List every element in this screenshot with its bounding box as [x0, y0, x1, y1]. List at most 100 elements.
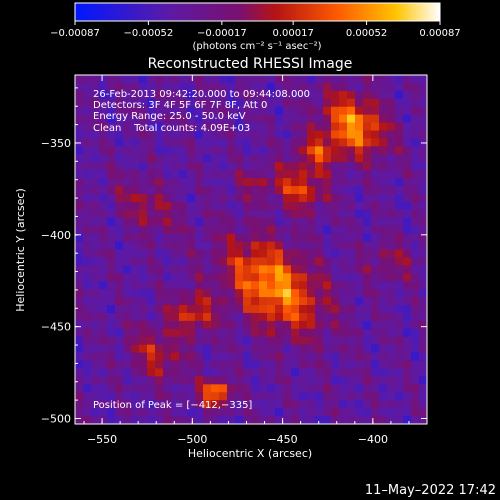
- heatmap-cell: [275, 201, 284, 211]
- heatmap-cell: [267, 170, 276, 179]
- heatmap-cell: [363, 360, 372, 369]
- heatmap-cell: [83, 154, 92, 163]
- heatmap-cell: [387, 376, 396, 385]
- heatmap-cell: [171, 233, 180, 242]
- heatmap-cell: [307, 336, 316, 346]
- heatmap-cell: [283, 170, 292, 179]
- heatmap-cell: [219, 265, 228, 274]
- heatmap-cell: [275, 336, 284, 346]
- heatmap-cell: [107, 289, 116, 298]
- heatmap-cell: [107, 170, 116, 179]
- heatmap-cell: [163, 392, 172, 401]
- heatmap-cell: [155, 201, 164, 211]
- heatmap-cell: [363, 336, 372, 346]
- heatmap-cell: [307, 201, 316, 211]
- heatmap-cell: [99, 281, 108, 290]
- heatmap-cell: [75, 376, 84, 385]
- heatmap-cell: [355, 241, 364, 250]
- heatmap-cell: [259, 416, 268, 425]
- heatmap-cell: [363, 384, 372, 393]
- heatmap-cell: [171, 106, 180, 116]
- heatmap-cell: [331, 392, 340, 401]
- heatmap-cell: [163, 138, 172, 147]
- heatmap-cell: [219, 146, 228, 155]
- heatmap-cell: [235, 257, 244, 266]
- heatmap-cell: [315, 130, 324, 139]
- heatmap-cell: [323, 233, 332, 242]
- heatmap-cell: [267, 154, 276, 163]
- heatmap-cell: [339, 170, 348, 179]
- heatmap-cell: [379, 162, 388, 171]
- heatmap-cell: [395, 178, 404, 187]
- heatmap-cell: [355, 162, 364, 171]
- heatmap-cell: [363, 233, 372, 242]
- heatmap-cell: [155, 352, 164, 361]
- heatmap-cell: [203, 162, 212, 171]
- heatmap-cell: [99, 170, 108, 179]
- heatmap-cell: [251, 241, 260, 250]
- heatmap-cell: [75, 344, 84, 354]
- heatmap-cell: [83, 352, 92, 361]
- heatmap-cell: [259, 384, 268, 393]
- heatmap-cell: [179, 265, 188, 274]
- heatmap-cell: [387, 384, 396, 393]
- heatmap-cell: [387, 186, 396, 195]
- heatmap-cell: [107, 122, 116, 131]
- heatmap-cell: [219, 368, 228, 377]
- heatmap-cell: [235, 217, 244, 227]
- heatmap-cell: [419, 193, 428, 203]
- heatmap-cell: [155, 82, 164, 92]
- heatmap-cell: [195, 281, 204, 290]
- heatmap-cell: [251, 297, 260, 306]
- heatmap-cell: [291, 193, 300, 203]
- heatmap-cell: [139, 289, 148, 298]
- heatmap-cell: [243, 352, 252, 361]
- heatmap-cell: [371, 217, 380, 227]
- heatmap-cell: [355, 201, 364, 211]
- heatmap-cell: [195, 90, 204, 100]
- heatmap-cell: [99, 90, 108, 100]
- heatmap-cell: [275, 186, 284, 195]
- heatmap-cell: [75, 106, 84, 116]
- heatmap-cell: [267, 233, 276, 242]
- heatmap-cell: [371, 312, 380, 322]
- heatmap-cell: [187, 241, 196, 250]
- y-axis-label: Heliocentric Y (arcsec): [14, 188, 27, 312]
- heatmap-cell: [371, 281, 380, 290]
- heatmap-cell: [115, 106, 124, 116]
- heatmap-cell: [291, 305, 300, 314]
- heatmap-cell: [307, 281, 316, 290]
- heatmap-cell: [195, 75, 204, 84]
- heatmap-cell: [211, 106, 220, 116]
- heatmap-cell: [339, 265, 348, 274]
- heatmap-cell: [283, 289, 292, 298]
- heatmap-cell: [379, 154, 388, 163]
- heatmap-cell: [411, 297, 420, 306]
- heatmap-cell: [243, 408, 252, 417]
- heatmap-cell: [355, 265, 364, 274]
- heatmap-cell: [155, 257, 164, 266]
- heatmap-cell: [107, 241, 116, 250]
- heatmap-cell: [227, 154, 236, 163]
- heatmap-cell: [179, 146, 188, 155]
- heatmap-cell: [211, 392, 220, 401]
- heatmap-cell: [379, 138, 388, 147]
- heatmap-cell: [211, 209, 220, 219]
- heatmap-cell: [275, 392, 284, 401]
- heatmap-cell: [267, 305, 276, 314]
- heatmap-cell: [219, 138, 228, 147]
- heatmap-cell: [203, 400, 212, 409]
- heatmap-cell: [251, 352, 260, 361]
- heatmap-cell: [107, 98, 116, 108]
- heatmap-cell: [347, 75, 356, 84]
- heatmap-cell: [131, 312, 140, 322]
- heatmap-cell: [91, 328, 100, 338]
- heatmap-cell: [123, 225, 132, 235]
- heatmap-cell: [211, 281, 220, 290]
- heatmap-cell: [203, 297, 212, 306]
- heatmap-cell: [419, 90, 428, 100]
- heatmap-cell: [75, 217, 84, 227]
- heatmap-cell: [75, 384, 84, 393]
- heatmap-cell: [299, 114, 308, 123]
- heatmap-cell: [75, 130, 84, 139]
